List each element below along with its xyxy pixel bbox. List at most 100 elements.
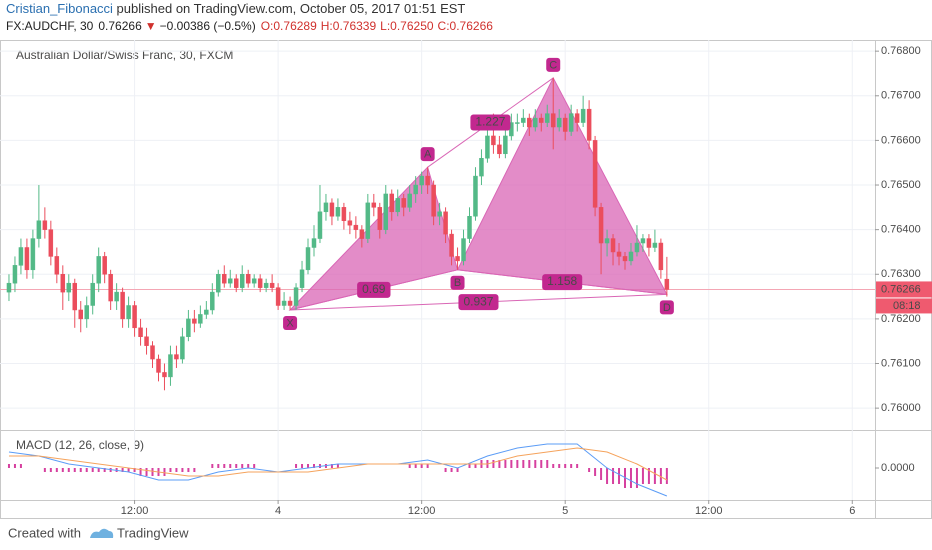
macd-line xyxy=(8,447,668,481)
macd-histogram-bar xyxy=(558,464,561,468)
macd-histogram-bar xyxy=(151,468,154,476)
candle-body xyxy=(305,247,311,271)
macd-histogram-bar xyxy=(330,464,333,468)
macd-histogram-bar xyxy=(498,460,501,468)
macd-histogram-bar xyxy=(588,468,591,472)
candle-body xyxy=(66,282,72,293)
point-label: B xyxy=(454,277,461,289)
candle-body xyxy=(317,211,323,239)
macd-histogram-bar xyxy=(426,464,429,468)
candle-body xyxy=(48,229,54,257)
candle-body xyxy=(604,238,610,244)
candle-body xyxy=(628,251,634,262)
macd-histogram-bar xyxy=(187,468,190,472)
macd-histogram-bar xyxy=(163,468,166,476)
candle-body xyxy=(96,256,101,284)
macd-histogram-bar xyxy=(169,468,172,472)
candle-body xyxy=(192,318,197,324)
macd-histogram-bar xyxy=(181,468,184,472)
candle-body xyxy=(371,202,377,208)
candle-body xyxy=(174,354,179,360)
quote-line: FX:AUDCHF, 30 0.76266 ▼ −0.00386 (−0.5%) O:0… xyxy=(6,19,493,33)
candle-body xyxy=(228,278,233,284)
macd-histogram-bar xyxy=(253,464,256,468)
countdown-label: 08:18 xyxy=(893,300,921,312)
candles xyxy=(6,77,670,391)
macd-histogram-bar xyxy=(127,468,130,472)
candle-body xyxy=(168,354,173,378)
published: published on TradingView.com, October 05… xyxy=(113,1,465,16)
candle-body xyxy=(461,238,466,262)
macd-histogram-bar xyxy=(91,468,94,472)
candle-body xyxy=(658,242,664,271)
macd-histogram-bar xyxy=(217,464,220,468)
point-label: C xyxy=(549,59,557,71)
last-price-tag xyxy=(876,281,932,298)
point-label-box xyxy=(450,275,465,290)
y-tick-label: 0.76200 xyxy=(881,313,921,325)
macd-histogram-bar xyxy=(193,468,196,472)
candle-body xyxy=(544,113,550,123)
candle-body xyxy=(144,336,149,346)
symbol: FX:AUDCHF, 30 xyxy=(6,19,94,33)
candle-body xyxy=(347,220,353,226)
candle-body xyxy=(503,135,508,155)
candle-body xyxy=(233,278,239,288)
candle-body xyxy=(114,291,119,302)
macd-histogram-bar xyxy=(594,468,597,476)
macd-histogram-bar xyxy=(504,460,507,468)
candle-body xyxy=(479,157,484,177)
candle-body xyxy=(108,274,113,302)
y-tick-label: 0.76400 xyxy=(881,224,921,236)
macd-histogram-bar xyxy=(235,464,238,468)
candle-body xyxy=(162,372,167,378)
candle-body xyxy=(72,282,78,311)
macd-histogram-bar xyxy=(312,464,315,468)
macd-histogram-bar xyxy=(133,468,136,472)
footer-created: Created with xyxy=(8,525,81,540)
candle-body xyxy=(592,140,598,208)
candle-body xyxy=(102,256,107,275)
candle-body xyxy=(556,117,562,128)
candle-body xyxy=(419,175,424,186)
candle-body xyxy=(293,287,299,306)
candle-body xyxy=(180,336,185,360)
candle-body xyxy=(216,274,221,293)
candle-body xyxy=(467,216,472,239)
macd-histogram-bar xyxy=(7,464,10,468)
macd-histogram-bar xyxy=(414,464,417,468)
ratio-label-box xyxy=(357,281,391,298)
macd-histogram-bar xyxy=(444,468,447,472)
candle-body xyxy=(269,282,275,288)
macd-histogram-bar xyxy=(301,464,304,468)
point-label-box xyxy=(546,57,561,72)
candle-body xyxy=(239,274,245,288)
macd-histogram-bar xyxy=(546,460,549,468)
candle-body xyxy=(150,345,155,360)
candle-body xyxy=(413,184,418,195)
y-tick-label: 0.76100 xyxy=(881,357,921,369)
candle-body xyxy=(257,278,263,288)
macd-histogram-bar xyxy=(73,468,76,472)
candle-body xyxy=(533,117,538,128)
author[interactable]: Cristian_Fibonacci xyxy=(6,1,113,16)
candle-body xyxy=(24,247,30,271)
candle-body xyxy=(365,202,371,239)
macd-histogram-bar xyxy=(600,468,603,480)
y-tick-label: 0.76300 xyxy=(881,268,921,280)
candle-body xyxy=(610,238,616,253)
macd-histogram-bar xyxy=(635,468,638,488)
macd-histogram-bar xyxy=(420,464,423,468)
macd-histogram-bar xyxy=(653,468,656,484)
macd-histogram-bar xyxy=(97,468,100,472)
candle-body xyxy=(120,291,125,320)
ratio-label: 1.158 xyxy=(547,274,577,288)
candle-body xyxy=(598,207,604,244)
macd-histogram-bar xyxy=(510,460,513,468)
candle-body xyxy=(431,184,436,217)
candle-body xyxy=(335,207,341,217)
candle-body xyxy=(401,198,406,208)
footer-brand[interactable]: TradingView xyxy=(117,525,189,540)
macd-histogram-bar xyxy=(13,464,16,468)
candle-body xyxy=(634,242,640,253)
